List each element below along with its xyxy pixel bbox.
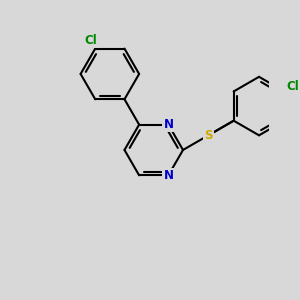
Text: Cl: Cl bbox=[286, 80, 299, 93]
Text: N: N bbox=[164, 118, 173, 131]
Text: Cl: Cl bbox=[84, 34, 97, 47]
Text: S: S bbox=[204, 129, 213, 142]
Text: N: N bbox=[164, 169, 173, 182]
